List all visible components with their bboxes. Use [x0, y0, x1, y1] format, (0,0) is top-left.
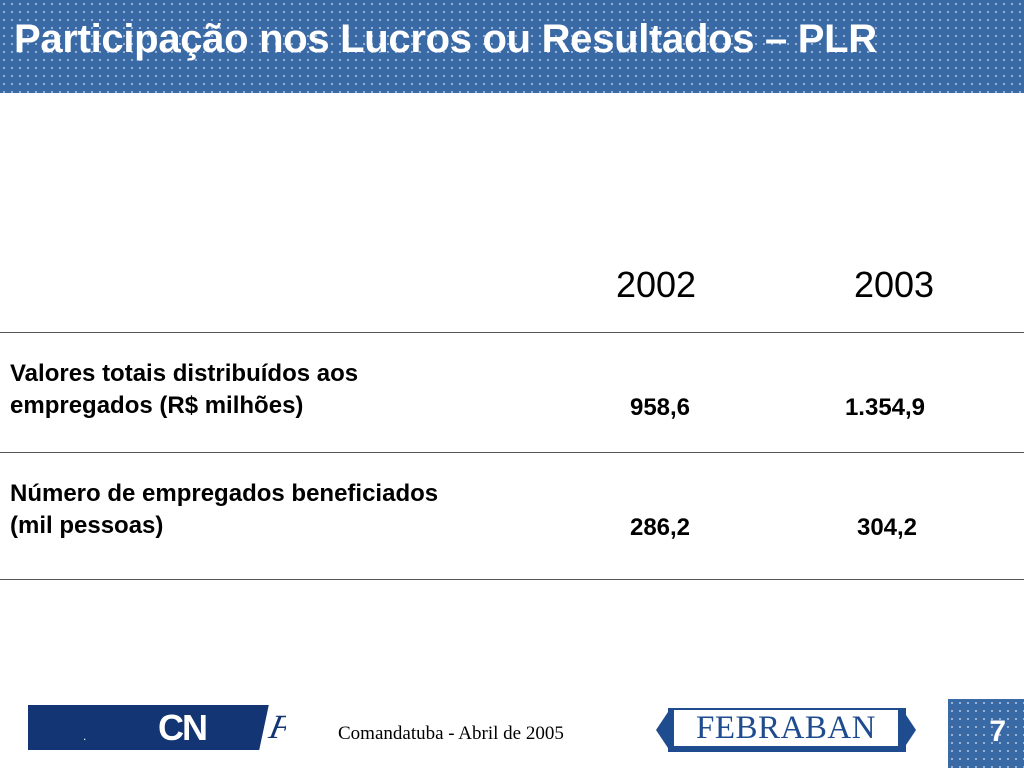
- cnf-logo-text: CN: [158, 707, 208, 748]
- cell-numero-2003: 304,2: [856, 514, 918, 541]
- row-label-line: empregados (R$ milhões): [10, 392, 304, 419]
- row-label-line: Número de empregados beneficiados: [10, 480, 439, 507]
- cell-valores-2002: 958,6: [629, 394, 691, 421]
- table-divider: [0, 332, 1024, 333]
- cnf-logo-f-box: F: [259, 705, 286, 750]
- slide-title: Participação nos Lucros ou Resultados – …: [14, 17, 877, 61]
- cnf-logo-dot: .: [83, 729, 87, 743]
- cell-numero-2002: 286,2: [629, 514, 691, 541]
- cnf-logo-f: F: [266, 709, 286, 746]
- row-label-line: Valores totais distribuídos aos: [10, 360, 359, 387]
- febraban-logo-text: FEBRABAN: [674, 710, 898, 746]
- table-divider: [0, 452, 1024, 453]
- febraban-logo-arrow-right: [904, 712, 916, 748]
- row-label-numero: Número de empregados beneficiados (mil p…: [10, 478, 438, 542]
- row-label-line: (mil pessoas): [10, 512, 164, 539]
- table-divider: [0, 579, 1024, 580]
- cnf-logo: . CN F: [28, 705, 286, 750]
- cell-valores-2003: 1.354,9: [844, 394, 926, 421]
- title-bar: Participação nos Lucros ou Resultados – …: [0, 0, 1024, 93]
- febraban-logo-arrow-left: [656, 712, 668, 748]
- page-number: 7: [989, 715, 1006, 748]
- page-number-box: 7: [948, 699, 1024, 768]
- febraban-logo: FEBRABAN: [656, 708, 916, 752]
- column-header-2003: 2003: [853, 264, 935, 305]
- column-header-2002: 2002: [615, 264, 697, 305]
- row-label-valores: Valores totais distribuídos aos empregad…: [10, 358, 358, 422]
- event-caption: Comandatuba - Abril de 2005: [338, 723, 564, 744]
